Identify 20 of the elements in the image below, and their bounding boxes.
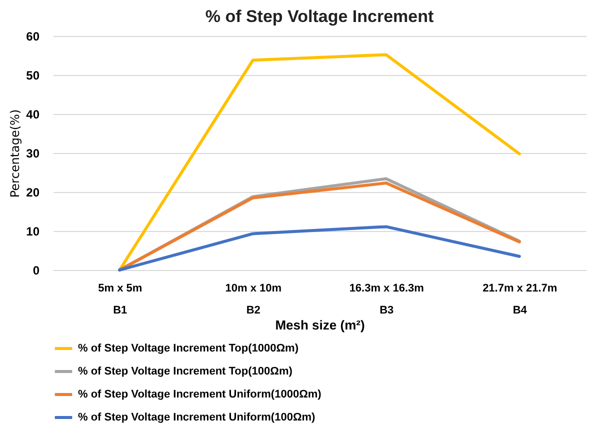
legend-label: % of Step Voltage Increment Uniform(100Ωm) <box>78 412 316 424</box>
line-series <box>118 53 521 272</box>
y-tick-label: 60 <box>26 30 40 44</box>
x-tick-label: 16.3m x 16.3m B3 <box>349 282 424 316</box>
y-tick-label: 50 <box>26 68 40 82</box>
legend-label: % of Step Voltage Increment Uniform(1000Ωm) <box>78 388 322 400</box>
x-tick-label: 10m x 10m B2 <box>225 282 282 316</box>
legend-label: % of Step Voltage Increment Top(100Ωm) <box>78 366 293 378</box>
x-axis-title: Mesh size (m²) <box>275 318 365 332</box>
line-series <box>118 225 521 272</box>
y-tick-label: 0 <box>32 264 40 278</box>
y-tick-label: 20 <box>26 186 40 200</box>
y-axis-title: Percentage(%) <box>8 109 22 198</box>
x-tick-label: 5m x 5m B1 <box>98 282 142 316</box>
chart-title: % of Step Voltage Increment <box>205 7 434 26</box>
y-tick-label: 40 <box>26 108 40 122</box>
y-tick-label: 10 <box>26 224 40 238</box>
y-tick-label: 30 <box>26 146 40 160</box>
x-tick-label: 21.7m x 21.7m B4 <box>482 282 558 316</box>
legend-label: % of Step Voltage Increment Top(1000Ωm) <box>78 342 299 354</box>
